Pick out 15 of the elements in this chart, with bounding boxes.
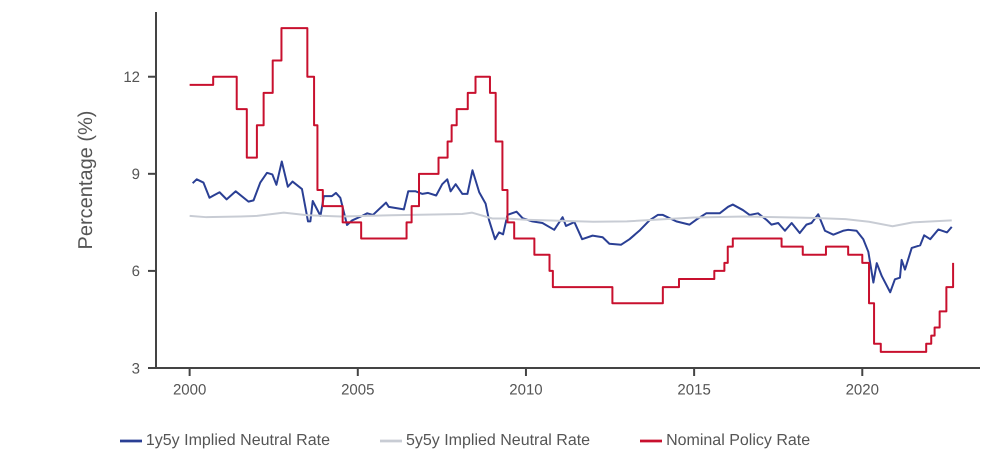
line-series bbox=[192, 160, 953, 294]
legend-label: 5y5y Implied Neutral Rate bbox=[406, 432, 590, 450]
y-tick-label: 6 bbox=[132, 263, 140, 280]
legend-label: 1y5y Implied Neutral Rate bbox=[146, 432, 330, 450]
y-tick-label: 12 bbox=[123, 69, 140, 86]
line-series bbox=[188, 212, 953, 228]
y-axis-title: Percentage (%) bbox=[75, 110, 98, 250]
x-tick-label: 2005 bbox=[341, 382, 374, 399]
x-tick-label: 2010 bbox=[509, 382, 543, 399]
y-tick-label: 9 bbox=[132, 166, 140, 184]
y-tick-label: 3 bbox=[132, 360, 140, 378]
x-tick-label: 2000 bbox=[172, 382, 206, 399]
x-tick-label: 2015 bbox=[677, 382, 711, 399]
legend-label: Nominal Policy Rate bbox=[666, 432, 810, 450]
x-tick-label: 2020 bbox=[846, 382, 879, 399]
